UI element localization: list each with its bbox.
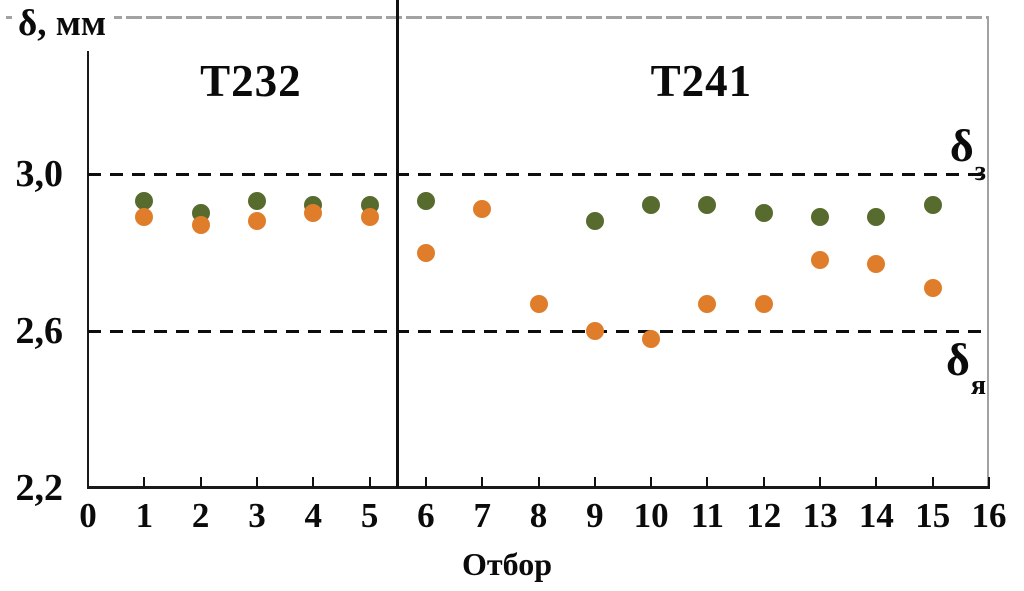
x-tick-mark: [931, 477, 934, 487]
x-tick-mark: [368, 477, 371, 487]
x-tick-label: 11: [690, 496, 724, 535]
data-point-series-green: [642, 196, 661, 215]
upper-limit-subscript: з: [974, 156, 986, 188]
plot-right-border: [987, 16, 989, 488]
y-axis-title: δ, мм: [12, 0, 115, 51]
x-tick-mark: [424, 477, 427, 487]
x-tick-label: 10: [633, 496, 669, 535]
x-tick-label: 13: [802, 496, 838, 535]
x-tick-mark: [537, 477, 540, 487]
data-point-series-green: [698, 196, 717, 215]
x-tick-label: 0: [79, 496, 97, 535]
x-axis-title: Отбор: [462, 546, 552, 582]
data-point-series-orange: [923, 278, 942, 297]
data-point-series-orange: [642, 329, 661, 348]
y-tick-label: 2,6: [15, 310, 64, 352]
data-point-series-orange: [135, 208, 154, 227]
upper-limit-dashed-line: [88, 172, 989, 176]
x-tick-mark: [988, 477, 990, 487]
data-point-series-green: [754, 204, 773, 223]
data-point-series-orange: [191, 216, 210, 235]
lower-limit-subscript: я: [970, 370, 986, 402]
lower-limit-label: δя: [946, 337, 986, 400]
data-point-series-green: [923, 196, 942, 215]
x-tick-mark: [255, 477, 258, 487]
data-point-series-orange: [585, 322, 604, 340]
x-tick-mark: [875, 477, 878, 487]
x-tick-label: 5: [360, 496, 379, 535]
data-point-series-green: [867, 208, 886, 227]
x-tick-label: 7: [473, 496, 491, 535]
upper-limit-label: δз: [950, 123, 986, 186]
y-axis-title-text: δ, мм: [18, 3, 107, 44]
x-tick-label: 4: [304, 496, 323, 535]
x-tick-mark: [143, 477, 146, 487]
x-tick-mark: [819, 477, 822, 487]
plot-top-border: [6, 16, 989, 19]
x-tick-label: 12: [746, 496, 782, 535]
region-divider-line: [396, 0, 400, 488]
x-tick-label: 2: [191, 496, 210, 535]
x-axis-line: [87, 486, 990, 489]
y-tick-label: 2,2: [15, 467, 64, 509]
y-axis-line: [87, 16, 89, 488]
data-point-series-orange: [304, 204, 323, 223]
x-tick-mark: [593, 477, 596, 487]
region-label-t241: T241: [650, 56, 753, 106]
data-point-series-orange: [867, 255, 886, 274]
upper-limit-symbol: δ: [949, 120, 974, 171]
x-tick-mark: [312, 477, 315, 487]
x-tick-mark: [481, 477, 484, 487]
x-tick-label: 16: [971, 496, 1007, 535]
lower-limit-dashed-line: [88, 329, 989, 333]
data-point-series-orange: [416, 243, 435, 262]
x-tick-label: 3: [248, 496, 266, 535]
y-tick-label: 3,0: [15, 153, 64, 195]
data-point-series-green: [135, 192, 154, 211]
data-point-series-green: [585, 212, 604, 231]
data-point-series-orange: [247, 212, 266, 231]
x-tick-label: 8: [529, 496, 548, 535]
data-point-series-orange: [754, 294, 773, 313]
data-point-series-green: [811, 208, 830, 227]
x-tick-label: 15: [915, 496, 951, 535]
data-point-series-green: [416, 192, 435, 211]
x-tick-mark: [650, 477, 653, 487]
x-tick-mark: [706, 477, 709, 487]
data-point-series-orange: [529, 294, 548, 313]
data-point-series-orange: [811, 251, 830, 270]
data-point-series-orange: [360, 208, 379, 227]
lower-limit-symbol: δ: [945, 334, 970, 385]
x-tick-mark: [762, 477, 765, 487]
data-point-series-orange: [473, 200, 492, 219]
data-point-series-green: [247, 192, 266, 211]
x-tick-label: 14: [858, 496, 894, 535]
data-point-series-orange: [698, 294, 717, 313]
x-tick-mark: [199, 477, 202, 487]
x-tick-label: 6: [417, 496, 435, 535]
x-tick-label: 1: [135, 496, 154, 535]
region-label-t232: T232: [200, 56, 302, 106]
x-tick-label: 9: [586, 496, 604, 535]
